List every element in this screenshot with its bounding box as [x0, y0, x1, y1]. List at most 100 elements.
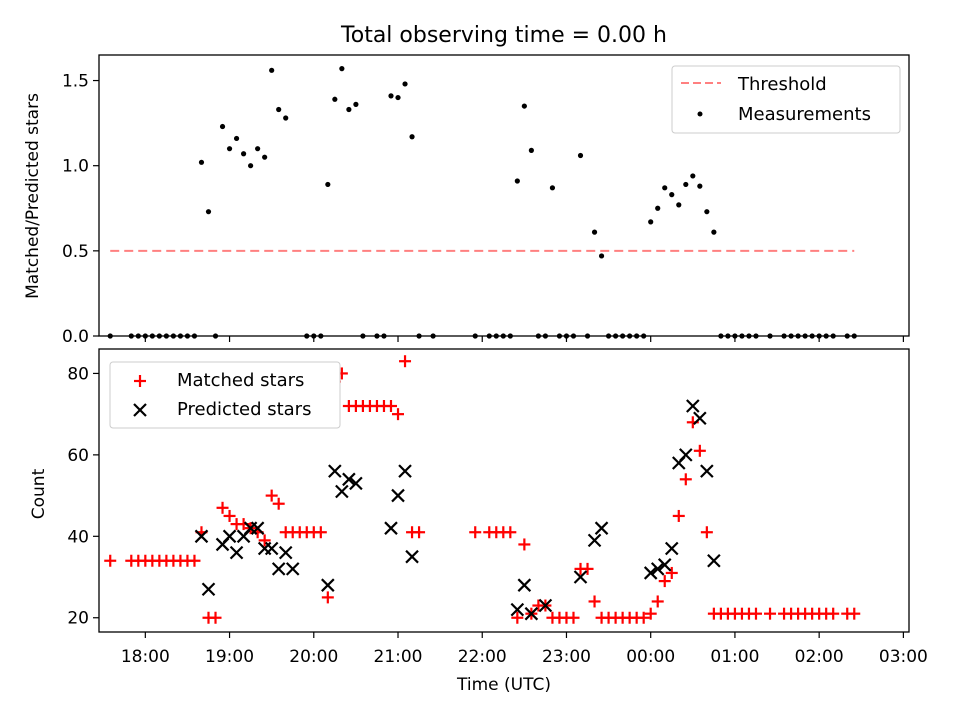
top-legend-measurements-label: Measurements [738, 104, 871, 125]
measurement-point [226, 146, 233, 152]
measurement-point [283, 115, 289, 121]
matched-star-point [272, 497, 285, 510]
matched-star-point [216, 501, 229, 514]
measurement-point [198, 159, 205, 165]
predicted-star-point [194, 529, 209, 544]
measurement-point [528, 147, 534, 153]
matched-star-point [469, 526, 482, 539]
predicted-stars-points [194, 399, 721, 621]
predicted-star-point [405, 549, 419, 564]
bottom-xtick-label: 23:00 [542, 647, 591, 667]
matched-star-point [700, 526, 713, 539]
predicted-star-point [643, 566, 658, 580]
bottom-xlabel: Time (UTC) [456, 675, 551, 695]
measurement-point [591, 229, 598, 235]
predicted-star-point [707, 553, 721, 568]
bottom-x-ticks: 18:00 19:00 20:00 21:00 22:00 23:00 00:00 01:00… [121, 632, 928, 667]
matched-star-point [588, 595, 601, 608]
matched-star-point [265, 489, 278, 502]
predicted-star-point [328, 464, 342, 478]
measurement-point [353, 101, 359, 107]
predicted-star-point [693, 411, 707, 426]
measurement-point [704, 209, 710, 215]
measurement-point [269, 67, 275, 73]
bottom-legend-matched-swatch [134, 375, 146, 387]
predicted-star-point [510, 602, 525, 617]
matched-star-point [188, 554, 201, 567]
predicted-star-point [201, 582, 216, 597]
bottom-legend-matched-label: Matched stars [177, 370, 304, 391]
measurement-point [577, 152, 584, 159]
top-ytick-label: 0.5 [62, 242, 89, 262]
measurement-point [388, 93, 394, 99]
matched-star-point [848, 607, 861, 620]
matched-star-point [518, 538, 531, 551]
bottom-legend-predicted-swatch [133, 403, 147, 417]
bottom-ytick-label: 80 [67, 364, 89, 384]
predicted-star-point [384, 521, 398, 535]
measurement-point [662, 185, 668, 191]
bottom-legend-predicted-label: Predicted stars [177, 399, 311, 420]
bottom-legend: Matched stars Predicted stars [109, 361, 341, 429]
bottom-y-ticks: 20 40 60 80 [67, 364, 99, 629]
predicted-star-point [650, 562, 665, 576]
matched-star-point [413, 526, 426, 539]
measurement-point [219, 123, 226, 130]
predicted-star-point [517, 578, 532, 592]
predicted-star-point [391, 488, 405, 503]
bottom-ytick-label: 20 [67, 609, 89, 629]
predicted-star-point [250, 521, 265, 535]
predicted-star-point [664, 541, 679, 556]
measurement-point [683, 181, 689, 188]
matched-star-point [399, 355, 412, 368]
top-panel: Total observing time = 0.00 h 0.0 0.5 1.0 1… [23, 23, 910, 347]
measurement-point [240, 151, 247, 157]
matched-star-point [511, 611, 524, 624]
matched-star-point [392, 408, 405, 421]
bottom-xtick-label: 01:00 [710, 647, 759, 667]
measurement-point [676, 202, 682, 208]
matched-star-point [314, 526, 327, 539]
measurement-point [233, 135, 240, 142]
matched-star-point [672, 509, 685, 522]
matched-star-point [637, 611, 650, 624]
bottom-xtick-label: 02:00 [795, 647, 844, 667]
measurement-point [339, 66, 345, 72]
bottom-xtick-label: 18:00 [121, 647, 170, 667]
measurement-point [648, 219, 654, 225]
measurement-point [402, 81, 408, 87]
matched-star-point [104, 554, 117, 567]
bottom-axes-frame [98, 348, 910, 633]
predicted-star-point [321, 578, 335, 592]
predicted-star-point [594, 521, 609, 535]
matched-star-point [321, 591, 334, 604]
top-axes-frame [98, 54, 910, 337]
measurement-point [325, 181, 331, 188]
matched-star-point [749, 607, 762, 620]
matched-star-point [384, 400, 397, 413]
matched-star-point [693, 444, 706, 457]
matched-star-point [209, 611, 222, 624]
measurement-point [690, 173, 696, 179]
matched-star-point [827, 607, 840, 620]
matched-star-point [581, 562, 594, 575]
measurement-point [205, 209, 212, 215]
predicted-star-point [398, 464, 412, 478]
predicted-star-point [524, 606, 539, 621]
matched-star-point [644, 607, 657, 620]
bottom-legend-box [109, 361, 341, 429]
predicted-star-point [285, 562, 300, 576]
predicted-star-point [587, 533, 602, 548]
predicted-star-point [686, 399, 700, 413]
measurement-point [655, 205, 661, 211]
measurement-point [549, 185, 556, 191]
matched-star-point [764, 607, 777, 620]
top-ytick-label: 1.5 [62, 72, 89, 92]
measurement-point [521, 103, 527, 109]
predicted-star-point [700, 464, 714, 478]
predicted-star-point [278, 545, 293, 560]
bottom-ytick-label: 40 [67, 527, 89, 547]
top-title: Total observing time = 0.00 h [340, 23, 667, 48]
matched-star-point [665, 566, 678, 579]
